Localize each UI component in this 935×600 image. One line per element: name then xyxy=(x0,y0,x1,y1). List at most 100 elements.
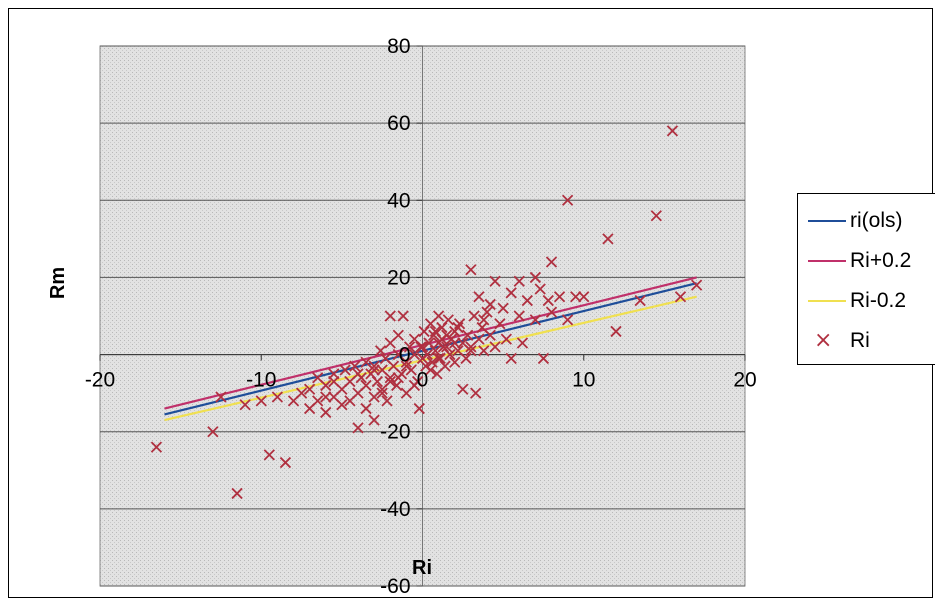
legend-label-ri-ols: ri(ols) xyxy=(850,209,903,232)
data-point-123 xyxy=(650,210,662,222)
x-tick-label-2: 0 xyxy=(417,369,429,392)
data-point-119 xyxy=(578,291,590,303)
data-point-131 xyxy=(432,352,445,365)
data-point-3 xyxy=(231,487,243,500)
legend-item-ri: × Ri xyxy=(798,322,935,362)
legend-item-ri-ols: ri(ols) xyxy=(798,202,935,242)
data-point-10 xyxy=(295,387,308,399)
data-point-134 xyxy=(392,372,404,384)
data-point-126 xyxy=(690,279,703,291)
series-line-1 xyxy=(164,276,697,410)
y-tick-label-5: 40 xyxy=(387,189,410,212)
data-point-133 xyxy=(465,345,477,357)
data-point-36 xyxy=(374,345,387,357)
legend-label-ri: Ri xyxy=(850,329,870,352)
legend-swatch-ri-minus xyxy=(808,300,846,302)
data-point-130 xyxy=(416,341,429,353)
data-point-145 xyxy=(328,375,340,388)
data-points xyxy=(150,125,703,500)
data-point-109 xyxy=(529,314,542,326)
data-point-76 xyxy=(442,314,454,326)
data-point-47 xyxy=(392,329,404,341)
data-point-91 xyxy=(473,333,485,345)
data-point-108 xyxy=(529,271,542,284)
data-point-125 xyxy=(674,291,687,303)
data-point-102 xyxy=(505,287,517,299)
data-point-132 xyxy=(449,337,461,349)
data-point-107 xyxy=(521,294,533,307)
data-point-87 xyxy=(465,264,477,276)
data-point-16 xyxy=(320,379,332,392)
data-point-35 xyxy=(371,375,383,388)
y-tick-label-1: -40 xyxy=(380,498,410,521)
data-point-0 xyxy=(150,441,163,453)
data-point-101 xyxy=(500,333,512,345)
data-point-144 xyxy=(436,333,448,345)
data-point-127 xyxy=(368,364,380,376)
legend-marker-x-icon: × xyxy=(814,328,833,353)
data-point-138 xyxy=(376,387,388,399)
data-point-114 xyxy=(545,306,558,318)
data-point-84 xyxy=(457,383,469,395)
data-point-113 xyxy=(545,256,558,268)
data-point-94 xyxy=(478,345,490,357)
axes xyxy=(99,45,746,587)
data-point-89 xyxy=(468,310,480,322)
data-point-128 xyxy=(384,375,396,388)
data-point-77 xyxy=(444,348,456,361)
data-point-12 xyxy=(303,383,316,395)
y-axis-title: Rm xyxy=(47,267,69,299)
data-point-40 xyxy=(381,395,393,407)
data-point-99 xyxy=(494,318,506,330)
data-point-97 xyxy=(489,275,501,287)
data-point-112 xyxy=(542,294,554,307)
data-point-95 xyxy=(481,306,493,318)
data-point-24 xyxy=(349,360,361,372)
data-point-79 xyxy=(449,356,461,368)
data-point-29 xyxy=(360,379,372,392)
data-point-52 xyxy=(403,341,416,353)
data-point-115 xyxy=(553,291,566,303)
data-point-90 xyxy=(470,387,482,399)
data-point-143 xyxy=(408,379,421,392)
x-axis-title: Ri xyxy=(412,557,432,579)
data-point-33 xyxy=(368,414,380,426)
legend-item-ri-minus: Ri-0.2 xyxy=(798,282,935,322)
data-point-62 xyxy=(421,348,433,361)
legend-item-ri-plus: Ri+0.2 xyxy=(798,242,935,282)
data-point-122 xyxy=(634,294,646,307)
data-point-96 xyxy=(484,329,496,341)
data-point-135 xyxy=(424,364,437,376)
data-point-106 xyxy=(516,337,529,349)
data-point-98 xyxy=(489,341,501,353)
data-point-4 xyxy=(239,399,251,411)
data-point-71 xyxy=(434,352,446,365)
data-point-8 xyxy=(279,456,292,469)
legend-swatch-ri-plus xyxy=(808,260,846,262)
data-point-28 xyxy=(360,402,372,415)
data-point-140 xyxy=(452,321,464,334)
legend-label-ri-plus: Ri+0.2 xyxy=(850,249,912,272)
data-point-34 xyxy=(368,360,380,372)
data-point-111 xyxy=(537,352,550,365)
data-point-5 xyxy=(255,395,267,407)
data-point-136 xyxy=(441,341,453,353)
data-point-7 xyxy=(271,391,284,403)
data-point-86 xyxy=(462,329,474,341)
data-point-141 xyxy=(478,314,490,326)
legend-swatch-ri-ols xyxy=(808,220,846,222)
data-point-70 xyxy=(432,310,445,322)
data-point-100 xyxy=(497,302,509,314)
data-point-92 xyxy=(473,291,485,303)
data-point-142 xyxy=(484,298,496,311)
data-point-57 xyxy=(413,402,425,415)
data-point-2 xyxy=(215,391,227,403)
y-tick-label-4: 20 xyxy=(387,266,410,289)
x-tick-label-1: -10 xyxy=(246,369,276,392)
data-point-146 xyxy=(320,391,332,403)
data-point-137 xyxy=(352,368,364,380)
data-point-105 xyxy=(513,275,525,287)
tick-labels: -60 -40 -20 0 20 40 60 80 -20 -10 0 10 20 xyxy=(85,35,757,598)
y-tick-label-7: 80 xyxy=(387,35,410,58)
data-point-19 xyxy=(336,399,348,411)
